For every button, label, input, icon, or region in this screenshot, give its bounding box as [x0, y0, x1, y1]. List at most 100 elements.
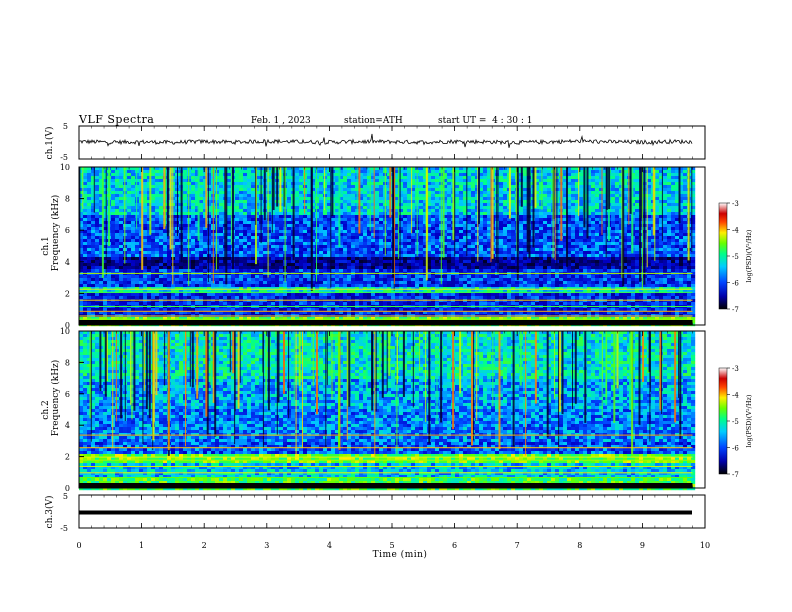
- ch1-spec-image-cell: [403, 200, 408, 204]
- ch1-spec-image-cell: [591, 224, 596, 228]
- ch1-spec-image-cell: [127, 239, 132, 243]
- ch1-spec-image-cell: [387, 182, 392, 186]
- ch1-spec-image-cell: [543, 170, 548, 174]
- ch1-spec-image-cell: [167, 230, 172, 234]
- ch1-spec-image-cell: [215, 251, 220, 255]
- ch1-spec-image-cell: [579, 188, 584, 192]
- ch1-spec-image-cell: [535, 194, 540, 198]
- ch1-spec-image-cell: [247, 212, 252, 216]
- ch1-spec-image-cell: [115, 197, 120, 201]
- ch1-spec-image-cell: [375, 227, 380, 231]
- ch1-spec-image-cell: [251, 203, 256, 207]
- ch1-spec-image-cell: [251, 263, 256, 267]
- ch1-spec-image-cell: [683, 257, 688, 261]
- ch1-spec-image-cell: [587, 215, 592, 219]
- ch1-spec-image-cell: [499, 230, 504, 234]
- ch1-spec-image-cell: [575, 194, 580, 198]
- ch1-spec-image-cell: [623, 182, 628, 186]
- ch1-spec-image-cell: [327, 203, 332, 207]
- ch1-spec-image-cell: [199, 173, 204, 177]
- ch1-spec-image-cell: [599, 245, 604, 249]
- ch1-spec-image-cell: [523, 197, 528, 201]
- ch1-spec-image-cell: [219, 197, 224, 201]
- ch1-spec-image-cell: [267, 212, 272, 216]
- ch1-spec-image-cell: [295, 176, 300, 180]
- ch1-spec-image-cell: [539, 251, 544, 255]
- ch1-spec-image-cell: [191, 215, 196, 219]
- ch1-spec-image-cell: [315, 188, 320, 192]
- ch1-spec-image-cell: [375, 197, 380, 201]
- ch1-spec-image-cell: [591, 257, 596, 261]
- ch1-spec-image-cell: [575, 248, 580, 252]
- ch1-spec-image-cell: [299, 170, 304, 174]
- ch1-spec-image-cell: [239, 245, 244, 249]
- ch1-spec-image-cell: [547, 197, 552, 201]
- station-label: station=ATH: [344, 116, 403, 126]
- ch1-spec-image-cell: [251, 239, 256, 243]
- ch1-spec-image-cell: [199, 239, 204, 243]
- ch1-spec-image-cell: [435, 254, 440, 258]
- ch1-spec-image-cell: [335, 170, 340, 174]
- ch1-spec-image-cell: [151, 182, 156, 186]
- ch1-spec-image-cell: [83, 254, 88, 258]
- ch1-spec-image-cell: [359, 242, 364, 246]
- ch1-spec-image-cell: [167, 215, 172, 219]
- ch1-spec-image-cell: [323, 224, 328, 228]
- ch1-spec-image-cell: [119, 215, 124, 219]
- ch1-spec-image-cell: [359, 167, 364, 171]
- ch1-spec-image-cell: [575, 197, 580, 201]
- ch1-spec-image-cell: [483, 239, 488, 243]
- ch1-spec-image-cell: [571, 233, 576, 237]
- ch1-spec-image-cell: [315, 248, 320, 252]
- ch1-spec-image-cell: [379, 179, 384, 183]
- ch1-spec-image-cell: [683, 188, 688, 192]
- ch1-spec-image-cell: [443, 173, 448, 177]
- ch1-spec-image-cell: [671, 179, 676, 183]
- ch1-spec-image-cell: [91, 170, 96, 174]
- ch1-spec-image-cell: [151, 215, 156, 219]
- ch1-spec-image-cell: [547, 239, 552, 243]
- ch1-spec-image-cell: [199, 251, 204, 255]
- ch1-spec-image-cell: [395, 230, 400, 234]
- ch1-spec-image-cell: [319, 170, 324, 174]
- ch1-spec-image-cell: [447, 233, 452, 237]
- ch1-spec-image-cell: [691, 209, 696, 213]
- ch1-spec-image-cell: [407, 260, 412, 264]
- ch1-spec-image-cell: [471, 197, 476, 201]
- ch1-spec-image-cell: [443, 188, 448, 192]
- ch1-spec-image-cell: [131, 206, 136, 210]
- ch1-spec-image-cell: [287, 248, 292, 252]
- ch1-spec-image-cell: [615, 239, 620, 243]
- ch1-spec-image-cell: [547, 236, 552, 240]
- ch1-spec-image-cell: [79, 236, 84, 240]
- ch1-spec-image-cell: [311, 242, 316, 246]
- ch1-spec-image-cell: [675, 203, 680, 207]
- ch1-spec-image-cell: [411, 227, 416, 231]
- ch1-spec-image-cell: [611, 170, 616, 174]
- ch1-spec-image-cell: [619, 230, 624, 234]
- ch1-spec-image-cell: [403, 218, 408, 222]
- ch1-spec-image-cell: [147, 215, 152, 219]
- ch1-spec-image-cell: [547, 260, 552, 264]
- ch1-spec-image-cell: [267, 176, 272, 180]
- ch1-spec-image-cell: [83, 239, 88, 243]
- ch1-spec-image-cell: [327, 185, 332, 189]
- ch1-spec-image-cell: [615, 221, 620, 225]
- ch1-spec-image-cell: [455, 218, 460, 222]
- ch1-spec-image-cell: [363, 170, 368, 174]
- ch1-spec-image-cell: [483, 251, 488, 255]
- ch1-spec-image-cell: [483, 173, 488, 177]
- ch1-spec-image-cell: [583, 236, 588, 240]
- ch1-spec-image-cell: [395, 188, 400, 192]
- ch1-spec-image-cell: [375, 224, 380, 228]
- ch1-spec-image-cell: [359, 227, 364, 231]
- ch1-spec-image-cell: [619, 248, 624, 252]
- ch1-spec-image-cell: [635, 191, 640, 195]
- ch1-spec-image-cell: [155, 191, 160, 195]
- ch1-spec-image-cell: [343, 236, 348, 240]
- ch1-spec-image-cell: [539, 194, 544, 198]
- ch1-spec-image-cell: [407, 224, 412, 228]
- ch1-spec-image-cell: [623, 236, 628, 240]
- ch1-spec-image-cell: [647, 260, 652, 264]
- ch1-spec-image-cell: [595, 227, 600, 231]
